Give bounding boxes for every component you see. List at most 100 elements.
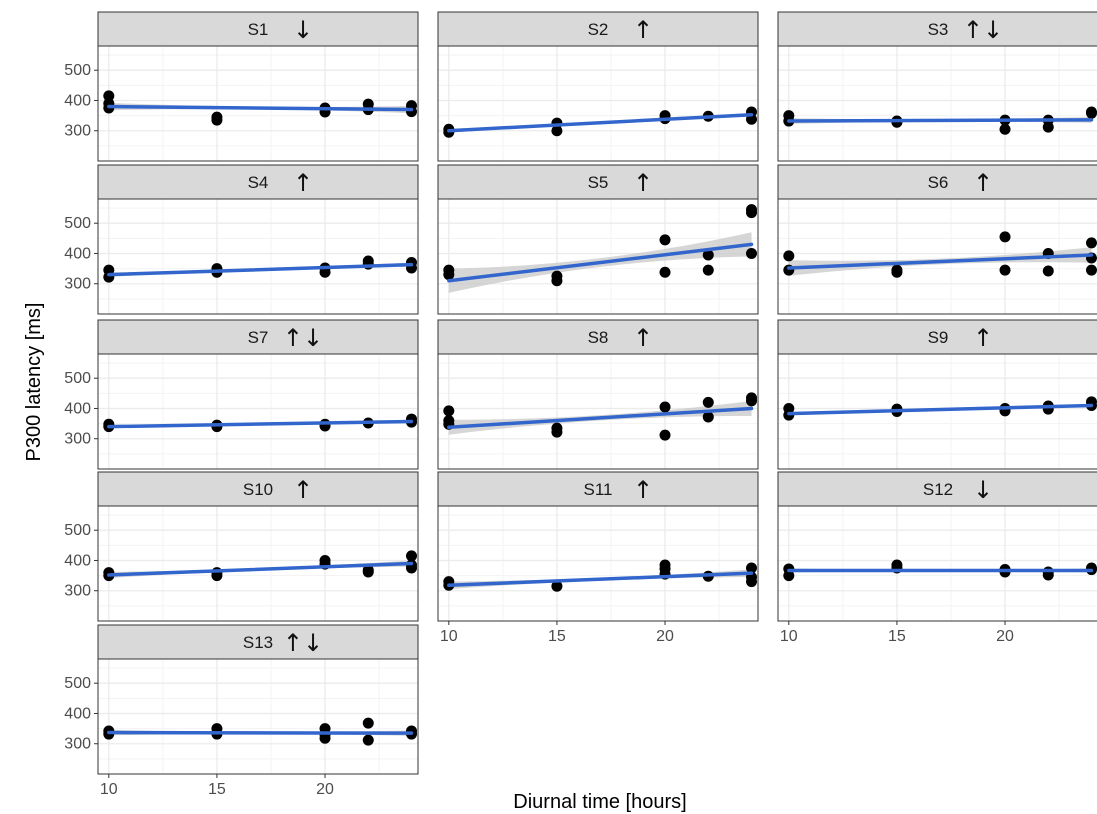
- data-point: [783, 570, 795, 582]
- x-tick-label: 15: [548, 628, 566, 645]
- panel-strip: [777, 164, 1097, 200]
- trend-arrow: ↑↓: [283, 629, 323, 657]
- data-point: [1042, 569, 1054, 581]
- trend-arrow: ↑: [633, 16, 653, 44]
- x-tick-label: 10: [780, 628, 798, 645]
- panel-border: [97, 45, 419, 162]
- data-point: [362, 566, 374, 578]
- x-axis-title: Diurnal time [hours]: [513, 791, 686, 813]
- plot-area: [98, 354, 418, 469]
- y-tick-label: 500: [64, 522, 91, 539]
- y-tick-label: 500: [64, 62, 91, 79]
- panel-s7: S7 ↑↓ 300 400 500: [64, 319, 419, 470]
- panel-s8: S8 ↑: [437, 319, 759, 470]
- data-point: [551, 275, 563, 287]
- x-tick-label: 20: [996, 628, 1014, 645]
- data-point: [1086, 237, 1097, 249]
- fit-line: [447, 571, 754, 588]
- panel-title: S7: [248, 328, 269, 347]
- data-point: [362, 734, 374, 746]
- data-point: [746, 395, 758, 407]
- fit-line: [107, 104, 414, 112]
- panel-title: S8: [588, 328, 609, 347]
- y-tick-label: 500: [64, 215, 91, 232]
- fit-line: [107, 730, 414, 735]
- data-point: [702, 249, 714, 261]
- fit-line: [787, 118, 1094, 123]
- data-point: [362, 717, 374, 729]
- data-point: [702, 264, 714, 276]
- panel-border: [97, 353, 419, 470]
- data-point: [659, 429, 671, 441]
- y-tick-label: 400: [64, 92, 91, 109]
- panel-border: [97, 658, 419, 775]
- plot-area: [778, 506, 1097, 621]
- trend-arrow: ↑: [293, 476, 313, 504]
- data-point: [659, 266, 671, 278]
- y-tick-label: 400: [64, 552, 91, 569]
- data-point: [746, 576, 758, 588]
- panel-strip: [97, 624, 419, 660]
- y-tick-label: 400: [64, 705, 91, 722]
- panel-strip: [97, 11, 419, 47]
- panel-s13: S13 ↑↓ 300 400 500 10 15 20: [64, 624, 419, 798]
- y-tick-label: 300: [64, 276, 91, 293]
- y-tick-label: 500: [64, 370, 91, 387]
- data-point: [999, 264, 1011, 276]
- panel-strip: [437, 319, 759, 355]
- panel-border: [437, 353, 759, 470]
- panel-title: S2: [588, 20, 609, 39]
- panel-border: [97, 198, 419, 315]
- trend-arrow: ↑↓: [283, 324, 323, 352]
- panel-strip: [97, 319, 419, 355]
- data-point: [211, 114, 223, 126]
- fit-line: [107, 419, 414, 429]
- panel-strip: [97, 164, 419, 200]
- plot-area: [438, 506, 758, 621]
- panel-title: S5: [588, 173, 609, 192]
- panel-s12: S12 ↓ 10 15 20: [777, 471, 1097, 645]
- panel-strip: [777, 11, 1097, 47]
- data-point: [1042, 265, 1054, 277]
- data-point: [103, 90, 115, 102]
- data-point: [702, 396, 714, 408]
- y-axis-title: P300 latency [ms]: [23, 303, 45, 462]
- data-point: [443, 405, 455, 417]
- panel-title: S11: [584, 480, 613, 499]
- panel-s2: S2 ↑: [437, 11, 759, 162]
- data-point: [443, 269, 455, 281]
- data-point: [746, 207, 758, 219]
- fit-line: [787, 403, 1094, 416]
- y-tick-label: 400: [64, 400, 91, 417]
- data-point: [551, 580, 563, 592]
- data-point: [999, 123, 1011, 135]
- fit-line: [447, 242, 754, 283]
- panel-strip: [437, 471, 759, 507]
- data-point: [1086, 264, 1097, 276]
- data-point: [406, 550, 418, 562]
- data-point: [551, 426, 563, 438]
- panel-strip: [777, 471, 1097, 507]
- fit-line: [107, 561, 414, 577]
- data-point: [551, 125, 563, 137]
- panel-s3: S3 ↑↓: [777, 11, 1097, 162]
- y-tick-label: 300: [64, 123, 91, 140]
- panel-s1: S1 ↓ 300 400 500: [64, 11, 419, 162]
- panel-border: [437, 505, 759, 622]
- plot-area: [98, 199, 418, 314]
- panel-border: [97, 505, 419, 622]
- data-point: [659, 234, 671, 246]
- y-tick-label: 500: [64, 675, 91, 692]
- data-point: [783, 250, 795, 262]
- trend-arrow: ↓: [973, 476, 993, 504]
- fit-line: [107, 262, 414, 277]
- panel-title: S1: [248, 20, 269, 39]
- y-tick-label: 300: [64, 431, 91, 448]
- y-tick-label: 300: [64, 736, 91, 753]
- data-point: [1086, 107, 1097, 119]
- panel-title: S4: [248, 173, 269, 192]
- data-point: [211, 570, 223, 582]
- y-tick-label: 400: [64, 245, 91, 262]
- panel-title: S3: [928, 20, 949, 39]
